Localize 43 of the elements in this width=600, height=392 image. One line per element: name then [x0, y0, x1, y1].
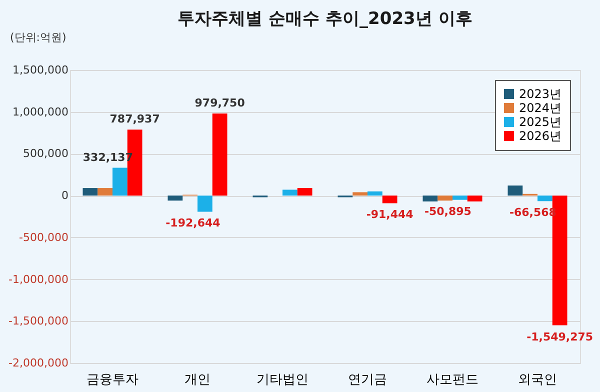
y-tick-label: 500,000: [23, 147, 68, 160]
data-label: -50,895: [424, 204, 472, 218]
data-label: 787,937: [110, 112, 160, 126]
x-tick-label: 기타법인: [256, 372, 308, 388]
bar: [467, 196, 482, 202]
text: (단위:억원): [10, 31, 66, 44]
data-label: -1,549,275: [526, 330, 594, 344]
bar: [382, 196, 398, 204]
bar: [452, 196, 468, 200]
data-label: -91,444: [366, 208, 414, 222]
data-label: 979,750: [194, 96, 246, 110]
bar: [198, 196, 212, 212]
bar: [297, 188, 312, 196]
x-tick-label: 외국인: [518, 372, 557, 388]
bar: [352, 192, 368, 196]
x-tick-label: 개인: [184, 372, 210, 388]
legend-label: 2024년: [519, 101, 562, 115]
bar: [212, 114, 228, 196]
bar: [438, 196, 452, 201]
x-tick-label: 사모펀드: [426, 372, 478, 388]
bar: [82, 188, 98, 196]
y-tick-label: -1,500,000: [8, 314, 68, 328]
chart-title: 투자주체별 순매수 추이_2023년 이후: [178, 9, 472, 29]
y-tick-label: 0: [62, 189, 68, 202]
bar: [368, 191, 382, 196]
bar: [112, 168, 128, 196]
y-tick-label: -2,000,000: [8, 356, 68, 370]
bar: [168, 196, 183, 201]
y-tick-label: 1,500,000: [12, 64, 68, 76]
data-label: -192,644: [166, 216, 221, 230]
bar: [282, 190, 298, 196]
legend-label: 2025년: [519, 115, 562, 129]
y-tick-label: 1,000,000: [12, 105, 68, 118]
bar: [508, 186, 523, 196]
x-tick-label: 금융투자: [86, 372, 138, 388]
y-tick-label: -500,000: [19, 230, 68, 244]
bar: [98, 188, 112, 196]
legend-label: 2023년: [519, 87, 562, 101]
bar: [538, 196, 552, 202]
x-tick-label: 연기금: [348, 372, 387, 388]
legend-label: 2026년: [519, 129, 562, 143]
bar: [422, 196, 438, 202]
y-tick-label: -1,000,000: [8, 272, 68, 286]
